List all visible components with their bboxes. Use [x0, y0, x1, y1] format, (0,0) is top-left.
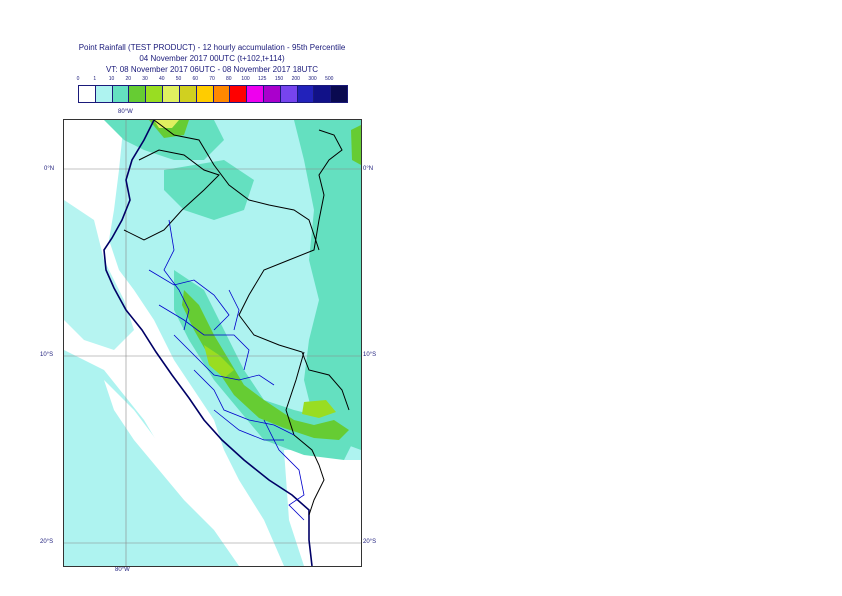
legend-swatch	[79, 86, 96, 102]
region-border-1	[163, 219, 190, 331]
valid-time: VT: 08 November 2017 06UTC - 08 November…	[105, 65, 319, 74]
intense-rain-north	[154, 120, 179, 128]
legend-color-bar	[78, 85, 348, 103]
legend-swatch	[230, 86, 248, 102]
border-ecuador	[123, 149, 220, 241]
legend-swatch	[163, 86, 180, 102]
legend-threshold-label: 20	[125, 76, 132, 82]
legend-threshold-label: 30	[142, 76, 148, 82]
heavier-rain-core	[204, 345, 234, 378]
legend-threshold-label: 70	[209, 76, 215, 82]
region-border-4	[173, 334, 275, 386]
legend-swatch	[129, 86, 147, 102]
legend-threshold-label: 300	[308, 76, 317, 82]
region-border-8	[263, 419, 305, 521]
rainfall-legend: 0 1 10 20 30 40 50 60 70 80 100 125 150 200 300 500	[76, 76, 358, 103]
dry-south-area	[284, 450, 361, 566]
region-border-7	[228, 289, 240, 331]
coastline	[103, 120, 313, 566]
legend-threshold-label: 500	[325, 76, 334, 82]
legend-swatch	[213, 86, 231, 102]
light-rain-ocean-band	[64, 200, 134, 350]
heavy-rain-east	[351, 125, 361, 165]
lat-label-20-right: 20°S	[363, 539, 377, 545]
legend-swatch	[196, 86, 214, 102]
region-border-5	[193, 369, 295, 436]
run-time: 04 November 2017 00UTC (t+102,t+114)	[139, 54, 285, 63]
legend-threshold-label: 1	[93, 76, 97, 82]
regional-borders	[148, 219, 305, 521]
moderate-rain-north	[104, 120, 224, 160]
legend-threshold-label: 100	[241, 76, 250, 82]
heavier-rain-south	[302, 400, 336, 418]
border-colombia	[153, 120, 320, 251]
legend-swatch	[280, 86, 298, 102]
legend-swatch	[331, 86, 347, 102]
legend-threshold-label: 60	[192, 76, 199, 82]
legend-threshold-label: 10	[108, 76, 115, 82]
legend-threshold-label: 50	[175, 76, 182, 82]
legend-swatch	[263, 86, 281, 102]
lon-label-top: 80°W	[118, 109, 133, 115]
map-title: Point Rainfall (TEST PRODUCT) - 12 hourl…	[78, 43, 346, 52]
legend-swatch	[247, 86, 264, 102]
legend-swatch	[297, 86, 315, 102]
border-bolivia	[285, 351, 325, 516]
legend-threshold-label: 150	[274, 76, 284, 82]
legend-swatch	[179, 86, 197, 102]
legend-threshold-label: 40	[158, 76, 165, 82]
legend-threshold-label: 80	[225, 76, 232, 82]
lat-label-20-left: 20°S	[40, 539, 54, 545]
region-border-3	[158, 304, 250, 371]
legend-swatch	[146, 86, 164, 102]
legend-threshold-label: 0	[76, 76, 80, 82]
legend-swatch	[314, 86, 332, 102]
lon-label-bottom: 80°W	[115, 567, 130, 573]
rainfall-map	[63, 119, 362, 567]
legend-labels: 0 1 10 20 30 40 50 60 70 80 100 125 150 200 300 500	[76, 76, 358, 84]
map-canvas	[64, 120, 361, 566]
dry-coastal-strip	[104, 380, 264, 566]
border-brazil	[238, 129, 350, 411]
legend-threshold-label: 125	[258, 76, 267, 82]
lat-label-10-left: 10°S	[40, 352, 54, 358]
lat-label-10-right: 10°S	[363, 352, 377, 358]
region-border-2	[148, 269, 230, 331]
lat-label-0-left: 0°N	[44, 166, 55, 172]
lat-label-0-right: 0°N	[363, 166, 374, 172]
moderate-rain-north-center	[164, 160, 254, 220]
legend-swatch	[112, 86, 130, 102]
moderate-rain-east	[294, 120, 361, 450]
legend-swatch	[95, 86, 113, 102]
legend-threshold-label: 200	[291, 76, 300, 82]
